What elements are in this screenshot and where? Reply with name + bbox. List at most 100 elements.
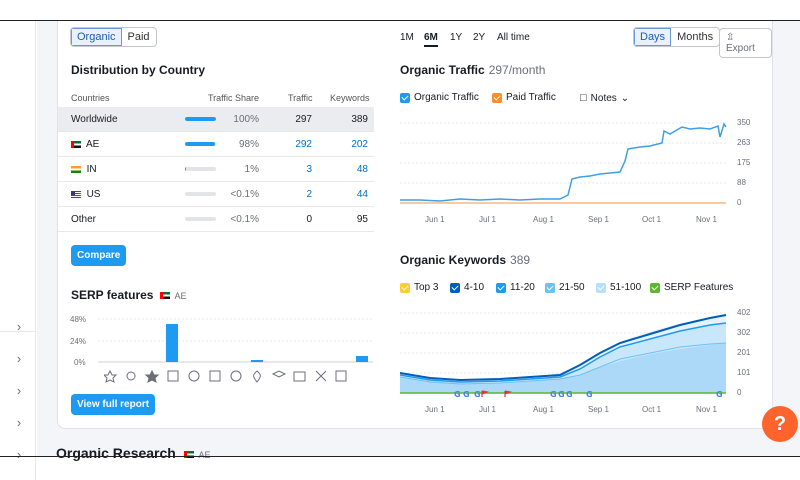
traffic-x-tick: Oct 1: [642, 215, 662, 224]
checkbox-icon: [450, 282, 460, 293]
traffic-y-tick: 263: [737, 138, 751, 147]
table-row[interactable]: AE 98% 292 202: [58, 132, 374, 157]
google-update-marker: G: [558, 390, 565, 397]
keywords-4-10-line: [400, 314, 727, 382]
granularity-days[interactable]: Days: [634, 28, 672, 46]
legend-organic-traffic[interactable]: Organic Traffic: [400, 92, 479, 103]
period-all-time[interactable]: All time: [497, 32, 530, 43]
keywords-21-50-line: [400, 342, 727, 385]
view-full-report-button[interactable]: View full report: [71, 394, 156, 415]
keywords-value[interactable]: 202: [351, 139, 368, 150]
table-row[interactable]: Worldwide 100% 297 389: [58, 107, 374, 132]
keywords-value[interactable]: 44: [356, 189, 368, 200]
chevron-right-icon[interactable]: ›: [16, 383, 22, 398]
granularity-months[interactable]: Months: [677, 31, 714, 43]
table-row[interactable]: US <0.1% 2 44: [58, 182, 374, 207]
compare-button[interactable]: Compare: [71, 245, 127, 266]
checkbox-icon: [496, 282, 506, 293]
distribution-title: Distribution by Country: [71, 63, 205, 77]
local-pack-icon: [253, 370, 261, 383]
col-traffic-share: Traffic Share: [208, 93, 260, 103]
period-6m[interactable]: 6M: [424, 32, 438, 47]
google-update-marker: G: [463, 390, 470, 397]
keywords-value: 95: [356, 214, 368, 225]
country-name: IN: [86, 164, 97, 175]
sidebar-divider: [0, 331, 36, 332]
traffic-value[interactable]: 2: [306, 189, 312, 200]
tab-organic[interactable]: Organic: [71, 28, 122, 46]
legend-label: Organic Traffic: [414, 92, 479, 103]
keywords-11-20-area: [400, 343, 726, 393]
legend-label: 21-50: [559, 282, 585, 293]
organic-research-country: AE: [198, 450, 211, 460]
export-button[interactable]: ⇫ Export: [719, 28, 772, 58]
traffic-value[interactable]: 3: [306, 164, 312, 175]
notes-dropdown[interactable]: □ Notes ⌄: [580, 92, 629, 104]
period-1m[interactable]: 1M: [400, 32, 414, 43]
organic-traffic-line: [400, 122, 727, 202]
chevron-right-icon[interactable]: ›: [16, 447, 22, 462]
checkbox-icon: [400, 282, 410, 293]
legend-4-10[interactable]: 4-10: [450, 282, 484, 293]
main-content: Organic Paid Distribution by Country Cou…: [37, 21, 800, 461]
google-update-marker: G: [716, 390, 723, 397]
organic-keywords-title: Organic Keywords 389: [400, 253, 530, 267]
country-name: AE: [86, 139, 100, 150]
table-row[interactable]: Other <0.1% 0 95: [58, 207, 374, 232]
organic-traffic-title: Organic Traffic 297/month: [400, 63, 545, 77]
share-bar: [185, 117, 216, 121]
notes-label: Notes: [590, 92, 617, 104]
india-flag-icon: [71, 165, 81, 173]
flag-marker-icon: [504, 390, 513, 397]
legend-51-100[interactable]: 51-100: [596, 282, 641, 293]
chevron-right-icon[interactable]: ›: [16, 415, 22, 430]
organic-traffic-value: 297/month: [488, 63, 546, 77]
keywords-x-tick: Jun 1: [425, 405, 445, 414]
legend-11-20[interactable]: 11-20: [496, 282, 535, 293]
chevron-down-icon: ⌄: [620, 92, 630, 104]
star-outline-icon: [104, 369, 118, 383]
legend-top-3[interactable]: Top 3: [400, 282, 438, 293]
organic-traffic-chart: [400, 122, 727, 204]
legend-21-50[interactable]: 21-50: [545, 282, 585, 293]
keywords-y-tick: 101: [737, 368, 751, 377]
chevron-right-icon[interactable]: ›: [16, 319, 22, 334]
share-bar: [185, 167, 216, 171]
organic-keywords-label: Organic Keywords: [400, 253, 507, 267]
uae-flag-icon: [183, 450, 194, 458]
academic-icon: [271, 370, 287, 378]
uae-flag-icon: [71, 140, 81, 148]
traffic-x-tick: Nov 1: [696, 215, 717, 224]
serp-features-chart: [98, 318, 373, 363]
traffic-x-tick: Aug 1: [533, 215, 554, 224]
help-button[interactable]: ?: [762, 406, 798, 442]
chevron-right-icon[interactable]: ›: [16, 351, 22, 366]
serp-y-tick: 24%: [70, 337, 87, 346]
legend-serp-features[interactable]: SERP Features: [650, 282, 733, 293]
table-row[interactable]: IN 1% 3 48: [58, 157, 374, 182]
traffic-value[interactable]: 292: [295, 139, 312, 150]
keywords-value[interactable]: 48: [356, 164, 368, 175]
window-bottom-edge: [0, 456, 800, 457]
serp-bar: [356, 356, 368, 362]
traffic-y-tick: 350: [737, 118, 751, 127]
keywords-x-tick: Jul 1: [479, 405, 496, 414]
video-box-icon: [209, 370, 221, 382]
legend-label: Top 3: [414, 282, 439, 293]
serp-feature-icons: [104, 369, 347, 383]
share-bar: [185, 142, 216, 146]
link-icon: [126, 371, 136, 381]
col-traffic: Traffic: [288, 93, 313, 103]
period-1y[interactable]: 1Y: [450, 32, 463, 43]
keywords-x-tick: Sep 1: [588, 405, 609, 414]
video-icon: [188, 370, 200, 382]
traffic-x-tick: Sep 1: [588, 215, 609, 224]
question-icon: ?: [773, 413, 787, 435]
keywords-value: 389: [351, 114, 368, 125]
tab-paid[interactable]: Paid: [127, 31, 150, 43]
legend-paid-traffic[interactable]: Paid Traffic: [492, 92, 556, 103]
export-icon: ⇫: [726, 32, 735, 43]
period-2y[interactable]: 2Y: [473, 32, 486, 43]
legend-label: SERP Features: [664, 282, 734, 293]
image-icon: [167, 370, 179, 382]
